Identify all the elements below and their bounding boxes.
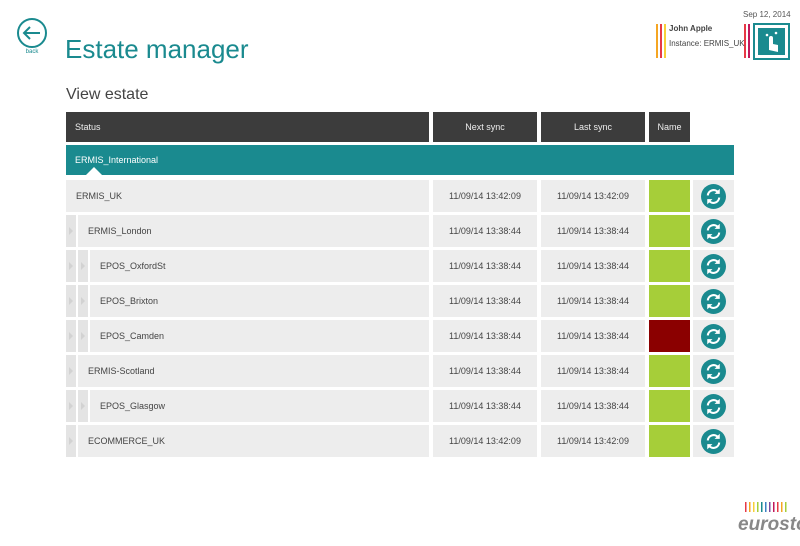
user-name: John Apple [669,24,713,33]
row-name[interactable]: ERMIS-Scotland [78,355,429,387]
sync-button[interactable] [693,215,734,247]
column-header: Name [649,112,690,142]
indent-marker [66,285,76,317]
sync-icon[interactable] [701,184,726,209]
sync-icon[interactable] [701,289,726,314]
next-sync: 11/09/14 13:42:09 [433,180,537,212]
sync-button[interactable] [693,320,734,352]
indent-marker [78,285,88,317]
page-subtitle: View estate [66,86,149,103]
user-instance: Instance: ERMIS_UK [669,39,745,48]
sync-button[interactable] [693,390,734,422]
status-color [649,390,690,422]
last-sync: 11/09/14 13:42:09 [541,425,645,457]
sync-button[interactable] [693,285,734,317]
indent-marker [66,425,76,457]
indent-marker [66,250,76,282]
sync-button[interactable] [693,250,734,282]
status-color [649,180,690,212]
sync-button[interactable] [693,180,734,212]
sync-button[interactable] [693,425,734,457]
status-color [649,320,690,352]
status-color [649,215,690,247]
group-row[interactable]: ERMIS_International [66,145,734,175]
status-color [649,355,690,387]
status-color [649,250,690,282]
user-bars [656,24,750,58]
indent-marker [66,355,76,387]
column-header: Status [66,112,429,142]
indent-marker [78,320,88,352]
next-sync: 11/09/14 13:38:44 [433,320,537,352]
last-sync: 11/09/14 13:38:44 [541,250,645,282]
status-color [649,285,690,317]
sync-icon[interactable] [701,254,726,279]
column-header: Next sync [433,112,537,142]
indent-marker [66,390,76,422]
row-name[interactable]: EPOS_OxfordSt [90,250,429,282]
row-name[interactable]: ERMIS_London [78,215,429,247]
sync-icon[interactable] [701,394,726,419]
back-button[interactable] [17,18,47,48]
date: Sep 12, 2014 [743,10,791,19]
logo: eurostop [738,514,800,535]
indent-marker [78,390,88,422]
logo-bars [745,502,787,512]
row-name[interactable]: ECOMMERCE_UK [78,425,429,457]
next-sync: 11/09/14 13:42:09 [433,425,537,457]
last-sync: 11/09/14 13:38:44 [541,215,645,247]
sync-icon[interactable] [701,429,726,454]
next-sync: 11/09/14 13:38:44 [433,390,537,422]
column-header: Last sync [541,112,645,142]
back-label[interactable]: back [25,49,39,55]
indent-marker [66,215,76,247]
last-sync: 11/09/14 13:42:09 [541,180,645,212]
next-sync: 11/09/14 13:38:44 [433,355,537,387]
last-sync: 11/09/14 13:38:44 [541,285,645,317]
app-icon[interactable] [753,23,790,60]
indent-marker [78,250,88,282]
sync-button[interactable] [693,355,734,387]
row-name[interactable]: EPOS_Brixton [90,285,429,317]
last-sync: 11/09/14 13:38:44 [541,355,645,387]
row-name[interactable]: EPOS_Glasgow [90,390,429,422]
next-sync: 11/09/14 13:38:44 [433,285,537,317]
group-notch [86,167,102,175]
sync-icon[interactable] [701,219,726,244]
page-title: Estate manager [65,34,249,64]
next-sync: 11/09/14 13:38:44 [433,215,537,247]
sync-icon[interactable] [701,359,726,384]
row-name[interactable]: ERMIS_UK [66,180,429,212]
last-sync: 11/09/14 13:38:44 [541,320,645,352]
row-name[interactable]: EPOS_Camden [90,320,429,352]
last-sync: 11/09/14 13:38:44 [541,390,645,422]
sync-icon[interactable] [701,324,726,349]
indent-marker [66,320,76,352]
status-color [649,425,690,457]
next-sync: 11/09/14 13:38:44 [433,250,537,282]
